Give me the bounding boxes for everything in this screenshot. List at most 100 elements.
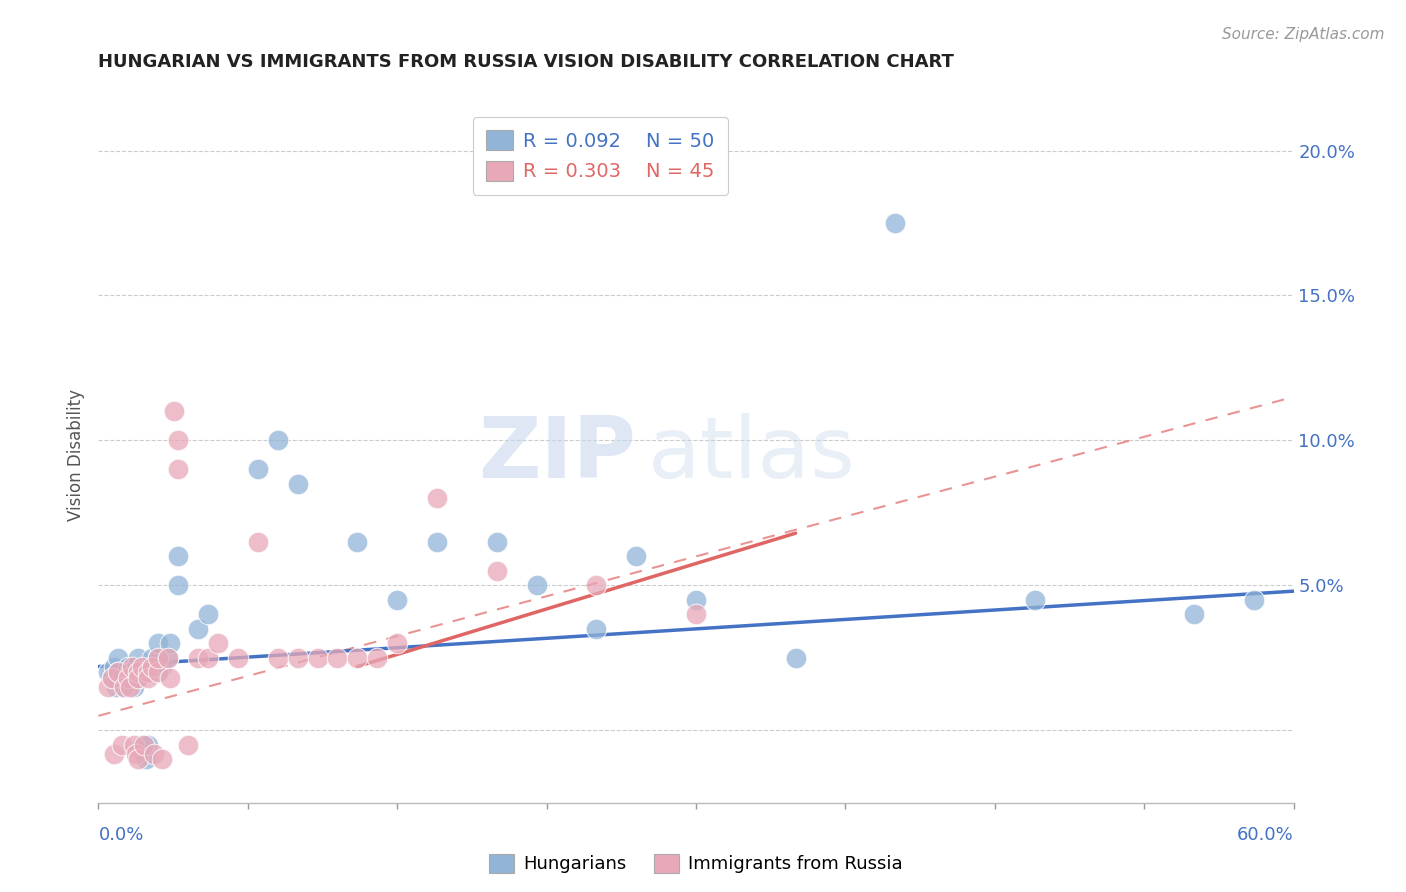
Point: [105, 680, 128, 694]
Point: [287, 476, 309, 491]
Point: [136, 665, 159, 680]
Point: [187, 651, 209, 665]
Point: [127, 665, 149, 680]
Point: [163, 404, 186, 418]
Point: [143, 659, 166, 673]
Point: [346, 651, 368, 665]
Point: [1243, 592, 1265, 607]
Point: [127, 671, 149, 685]
Point: [127, 671, 149, 685]
Y-axis label: Vision Disability: Vision Disability: [66, 389, 84, 521]
Point: [111, 738, 134, 752]
Point: [485, 534, 508, 549]
Point: [287, 651, 309, 665]
Point: [136, 665, 159, 680]
Point: [97, 665, 120, 680]
Point: [117, 674, 139, 689]
Point: [526, 578, 548, 592]
Point: [426, 491, 449, 506]
Point: [103, 747, 125, 761]
Text: atlas: atlas: [648, 413, 856, 497]
Point: [785, 651, 807, 665]
Point: [307, 651, 329, 665]
Point: [112, 680, 135, 694]
Legend: Hungarians, Immigrants from Russia: Hungarians, Immigrants from Russia: [478, 843, 914, 884]
Point: [197, 651, 219, 665]
Point: [120, 680, 142, 694]
Point: [134, 747, 156, 761]
Point: [326, 651, 349, 665]
Point: [148, 651, 170, 665]
Point: [134, 738, 156, 752]
Point: [141, 651, 163, 665]
Point: [111, 671, 134, 685]
Point: [124, 738, 146, 752]
Point: [346, 534, 368, 549]
Point: [385, 592, 409, 607]
Point: [124, 680, 146, 694]
Point: [127, 651, 149, 665]
Point: [101, 671, 124, 685]
Point: [131, 659, 153, 673]
Point: [127, 752, 149, 766]
Point: [120, 665, 142, 680]
Point: [167, 549, 190, 564]
Point: [131, 738, 153, 752]
Point: [103, 659, 125, 673]
Point: [385, 636, 409, 650]
Text: 60.0%: 60.0%: [1237, 826, 1294, 844]
Point: [585, 578, 607, 592]
Point: [624, 549, 647, 564]
Point: [1182, 607, 1205, 622]
Point: [187, 622, 209, 636]
Point: [136, 671, 159, 685]
Point: [148, 636, 170, 650]
Point: [150, 752, 173, 766]
Point: [685, 607, 707, 622]
Point: [426, 534, 449, 549]
Point: [177, 738, 200, 752]
Point: [685, 592, 707, 607]
Point: [1024, 592, 1046, 607]
Point: [117, 671, 139, 685]
Point: [150, 659, 173, 673]
Point: [197, 607, 219, 622]
Point: [485, 564, 508, 578]
Point: [121, 659, 143, 673]
Point: [125, 747, 148, 761]
Point: [157, 651, 180, 665]
Point: [167, 578, 190, 592]
Point: [97, 680, 120, 694]
Point: [143, 747, 166, 761]
Point: [127, 665, 149, 680]
Point: [107, 651, 129, 665]
Point: [121, 671, 143, 685]
Point: [157, 651, 180, 665]
Point: [141, 659, 163, 673]
Point: [246, 462, 269, 476]
Point: [267, 651, 290, 665]
Point: [125, 659, 148, 673]
Point: [159, 636, 181, 650]
Point: [159, 671, 181, 685]
Point: [136, 738, 159, 752]
Point: [107, 665, 129, 680]
Point: [884, 216, 907, 230]
Point: [135, 752, 157, 766]
Point: [101, 671, 124, 685]
Point: [267, 434, 290, 448]
Point: [112, 680, 135, 694]
Point: [117, 659, 139, 673]
Point: [226, 651, 249, 665]
Point: [148, 665, 170, 680]
Point: [246, 534, 269, 549]
Point: [207, 636, 229, 650]
Point: [366, 651, 388, 665]
Point: [167, 462, 190, 476]
Point: [107, 665, 129, 680]
Point: [148, 651, 170, 665]
Text: Source: ZipAtlas.com: Source: ZipAtlas.com: [1222, 27, 1385, 42]
Point: [167, 434, 190, 448]
Text: HUNGARIAN VS IMMIGRANTS FROM RUSSIA VISION DISABILITY CORRELATION CHART: HUNGARIAN VS IMMIGRANTS FROM RUSSIA VISI…: [98, 54, 955, 71]
Point: [585, 622, 607, 636]
